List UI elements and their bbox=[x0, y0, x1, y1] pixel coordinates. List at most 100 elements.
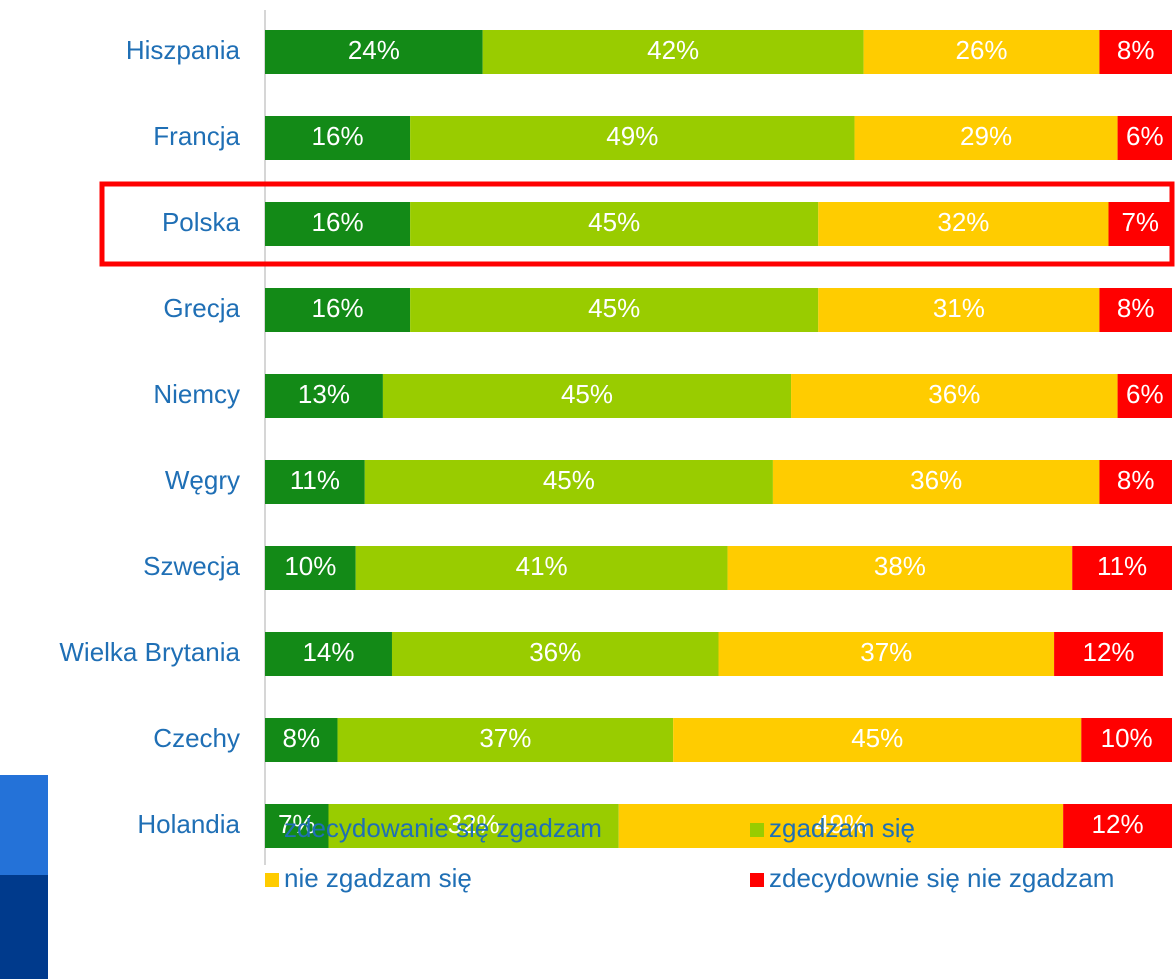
bar-segment bbox=[772, 460, 1100, 504]
value-label: 6% bbox=[1126, 379, 1164, 409]
bar-segment bbox=[618, 804, 1064, 848]
value-label: 45% bbox=[543, 465, 595, 495]
value-label: 8% bbox=[1117, 465, 1155, 495]
bar-segment bbox=[718, 632, 1055, 676]
bar-segment bbox=[863, 30, 1100, 74]
value-label: 29% bbox=[960, 121, 1012, 151]
value-label: 45% bbox=[851, 723, 903, 753]
value-label: 11% bbox=[1097, 551, 1147, 581]
bar-segment bbox=[265, 718, 338, 762]
value-label: 8% bbox=[1117, 35, 1155, 65]
value-label: 37% bbox=[860, 637, 912, 667]
legend-label: zdecydownie się nie zgadzam bbox=[769, 863, 1114, 893]
value-label: 10% bbox=[1101, 723, 1153, 753]
bar-segment bbox=[265, 374, 383, 418]
category-label: Hiszpania bbox=[126, 35, 241, 65]
value-label: 12% bbox=[1082, 637, 1134, 667]
category-label: Wielka Brytania bbox=[59, 637, 240, 667]
value-label: 37% bbox=[479, 723, 531, 753]
bar-segment bbox=[1081, 718, 1172, 762]
value-label: 32% bbox=[937, 207, 989, 237]
category-label: Węgry bbox=[165, 465, 240, 495]
bar-segment bbox=[265, 288, 411, 332]
value-label: 14% bbox=[302, 637, 354, 667]
bar-segment bbox=[482, 30, 864, 74]
value-label: 8% bbox=[1117, 293, 1155, 323]
value-label: 16% bbox=[312, 121, 364, 151]
bar-segment bbox=[1072, 546, 1172, 590]
value-label: 10% bbox=[284, 551, 336, 581]
value-label: 7% bbox=[278, 809, 316, 839]
bar-segment bbox=[818, 288, 1100, 332]
legend-label: nie zgadzam się bbox=[284, 863, 472, 893]
highlight-frame bbox=[99, 181, 1175, 267]
value-label: 42% bbox=[647, 35, 699, 65]
bar-segment bbox=[355, 546, 728, 590]
value-label: 49% bbox=[815, 809, 867, 839]
legend-label: zgadzam się bbox=[769, 813, 915, 843]
legend-swatch bbox=[750, 873, 764, 887]
value-label: 31% bbox=[933, 293, 985, 323]
bar-segment bbox=[364, 460, 773, 504]
bar-segment bbox=[265, 116, 411, 160]
bar-segment bbox=[382, 374, 792, 418]
bar-segment bbox=[1117, 374, 1172, 418]
bar-segment bbox=[391, 632, 719, 676]
bar-segment bbox=[328, 804, 619, 848]
legend-swatch bbox=[265, 873, 279, 887]
bar-segment bbox=[265, 632, 392, 676]
value-label: 11% bbox=[290, 465, 340, 495]
bar-segment bbox=[265, 202, 411, 246]
value-label: 7% bbox=[1121, 207, 1159, 237]
bar-segment bbox=[265, 460, 365, 504]
value-label: 26% bbox=[956, 35, 1008, 65]
bar-segment bbox=[1063, 804, 1172, 848]
bar-segment bbox=[854, 116, 1118, 160]
value-label: 13% bbox=[298, 379, 350, 409]
bar-segment bbox=[265, 546, 356, 590]
value-label: 41% bbox=[516, 551, 568, 581]
value-label: 16% bbox=[312, 293, 364, 323]
bar-segment bbox=[791, 374, 1118, 418]
bar-segment bbox=[337, 718, 674, 762]
category-label: Holandia bbox=[137, 809, 240, 839]
decor-band bbox=[0, 875, 48, 979]
legend-label: zdecydowanie się zgadzam bbox=[284, 813, 602, 843]
value-label: 24% bbox=[348, 35, 400, 65]
bar-segment bbox=[673, 718, 1082, 762]
value-label: 16% bbox=[312, 207, 364, 237]
value-label: 32% bbox=[448, 809, 500, 839]
category-label: Grecja bbox=[163, 293, 240, 323]
legend-swatch bbox=[265, 823, 279, 837]
value-label: 6% bbox=[1126, 121, 1164, 151]
value-label: 45% bbox=[561, 379, 613, 409]
value-label: 45% bbox=[588, 207, 640, 237]
value-label: 49% bbox=[606, 121, 658, 151]
category-label: Niemcy bbox=[153, 379, 240, 409]
category-label: Polska bbox=[162, 207, 241, 237]
bar-segment bbox=[1054, 632, 1163, 676]
bar-segment bbox=[410, 202, 819, 246]
bar-segment bbox=[410, 116, 855, 160]
category-label: Francja bbox=[153, 121, 240, 151]
category-label: Czechy bbox=[153, 723, 240, 753]
category-label: Szwecja bbox=[143, 551, 240, 581]
value-label: 38% bbox=[874, 551, 926, 581]
value-label: 36% bbox=[928, 379, 980, 409]
bar-segment bbox=[265, 30, 483, 74]
bar-segment bbox=[727, 546, 1073, 590]
value-label: 12% bbox=[1092, 809, 1144, 839]
value-label: 45% bbox=[588, 293, 640, 323]
bar-segment bbox=[1108, 202, 1172, 246]
bar-segment bbox=[410, 288, 819, 332]
bar-segment bbox=[1099, 460, 1172, 504]
bar-segment bbox=[1099, 288, 1172, 332]
value-label: 36% bbox=[529, 637, 581, 667]
legend-swatch bbox=[750, 823, 764, 837]
bar-segment bbox=[1117, 116, 1172, 160]
value-label: 8% bbox=[282, 723, 320, 753]
value-label: 36% bbox=[910, 465, 962, 495]
bar-segment bbox=[818, 202, 1109, 246]
bar-segment bbox=[1099, 30, 1172, 74]
